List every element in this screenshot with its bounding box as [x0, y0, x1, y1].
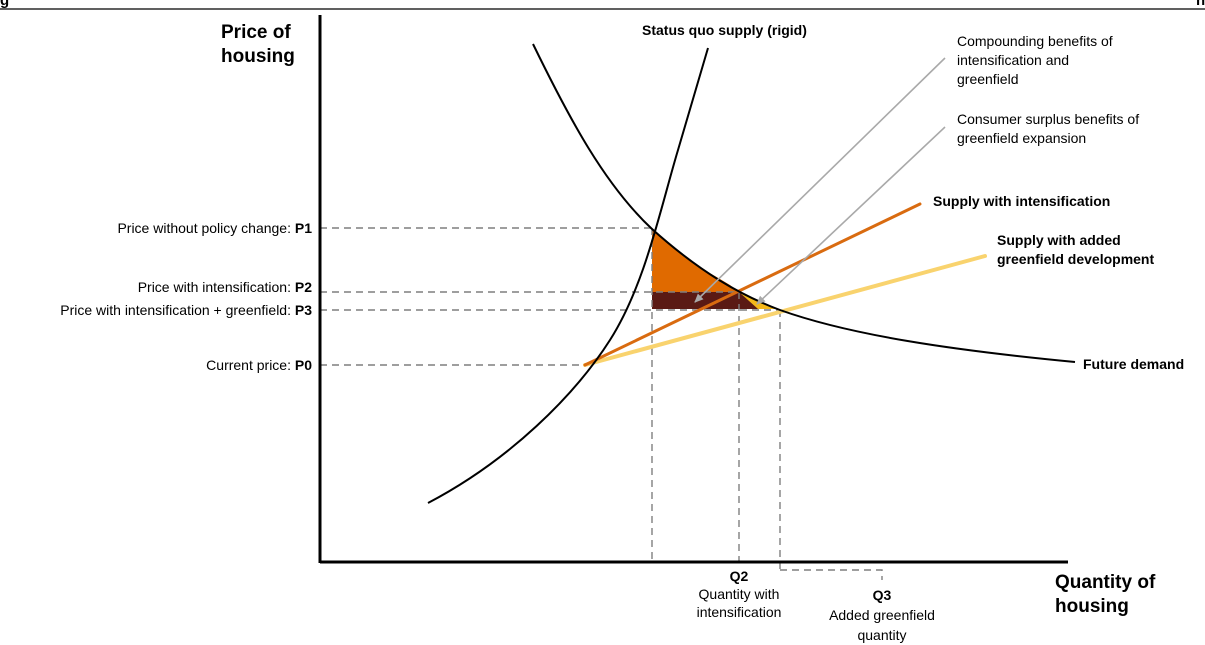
consumer-surplus-pointer-arrow — [756, 126, 946, 305]
compounding-benefits-line2: intensification and — [957, 52, 1069, 68]
p2-label: Price with intensification: P2 — [138, 279, 313, 295]
q3-callout-line — [780, 569, 883, 580]
p1-label: Price without policy change: P1 — [117, 220, 312, 236]
x-axis-label-line1: Quantity of — [1055, 572, 1156, 593]
status-quo-supply-label: Status quo supply (rigid) — [642, 22, 807, 38]
consumer-surplus-line1: Consumer surplus benefits of — [957, 111, 1139, 127]
y-axis-label-line2: housing — [221, 46, 295, 67]
p0-label: Current price: P0 — [206, 357, 312, 373]
compounding-pointer-arrow — [694, 57, 946, 303]
header-fragment-right: h — [1196, 0, 1205, 9]
q2-desc-line2: intensification — [697, 604, 782, 620]
status-quo-supply-curve — [427, 47, 709, 504]
y-axis-label-line1: Price of — [221, 22, 291, 43]
intensification-supply-label: Supply with intensification — [933, 193, 1110, 209]
greenfield-supply-line — [583, 254, 987, 367]
future-demand-curve — [532, 43, 1076, 363]
future-demand-label: Future demand — [1083, 356, 1184, 372]
greenfield-supply-label-line1: Supply with added — [997, 232, 1121, 248]
orange-surplus-area — [652, 229, 739, 292]
q3-desc-line2: quantity — [857, 627, 906, 643]
greenfield-supply-label-line2: greenfield development — [997, 251, 1154, 267]
compounding-benefits-line1: Compounding benefits of — [957, 33, 1113, 49]
q3-desc-line1: Added greenfield — [829, 607, 935, 623]
consumer-surplus-line2: greenfield expansion — [957, 130, 1086, 146]
p3-label: Price with intensification + greenfield:… — [60, 302, 312, 318]
intensification-supply-line — [583, 202, 922, 367]
q2-code-label: Q2 — [730, 568, 749, 584]
header-fragment-left: g — [0, 0, 9, 9]
q3-code-label: Q3 — [873, 587, 892, 603]
x-axis-label-line2: housing — [1055, 596, 1129, 617]
compounding-benefits-line3: greenfield — [957, 71, 1019, 87]
q2-desc-line1: Quantity with — [699, 586, 780, 602]
